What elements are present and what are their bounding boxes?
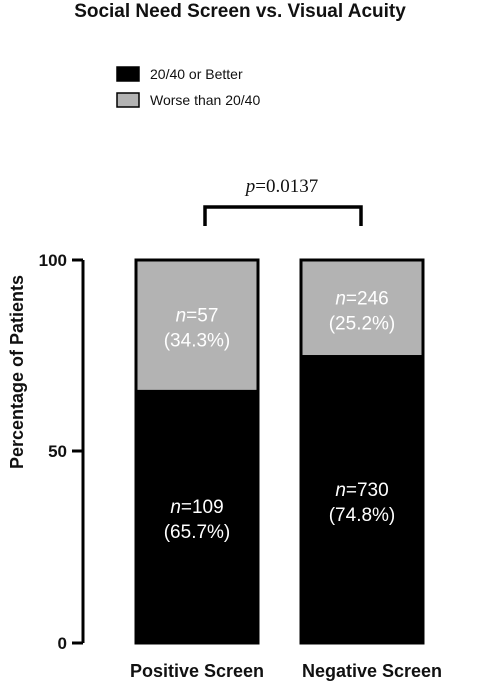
data-label-count: n=246 — [335, 288, 388, 309]
data-label-percent: (74.8%) — [329, 505, 396, 526]
p-value-label: p=0.0137 — [244, 176, 318, 197]
bar-positive-worse — [134, 258, 260, 393]
y-tick-label-50: 50 — [48, 442, 67, 461]
bar-negative-worse — [299, 258, 425, 359]
y-tick-label-0: 0 — [58, 634, 67, 653]
y-tick-label-100: 100 — [39, 251, 67, 270]
data-label-percent: (34.3%) — [164, 331, 231, 352]
x-category-positive: Positive Screen — [130, 661, 264, 681]
data-label-count: n=730 — [335, 480, 388, 501]
x-category-negative: Negative Screen — [302, 661, 442, 681]
legend: 20/40 or Better Worse than 20/40 — [116, 66, 260, 108]
legend-swatch-better — [116, 66, 140, 82]
data-label-count: n=109 — [170, 497, 223, 518]
y-axis: 100 50 0 Percentage of Patients — [7, 251, 85, 653]
bars — [134, 258, 425, 645]
bar-positive-better — [134, 389, 260, 645]
legend-label-worse: Worse than 20/40 — [150, 92, 260, 108]
legend-label-better: 20/40 or Better — [150, 66, 243, 82]
data-label-count: n=57 — [176, 306, 219, 327]
significance-bracket — [203, 205, 363, 226]
x-axis: Positive Screen Negative Screen — [130, 661, 442, 681]
chart-title: Social Need Screen vs. Visual Acuity — [74, 1, 406, 22]
significance-annotation: p=0.0137 — [203, 176, 363, 226]
data-label-percent: (65.7%) — [164, 522, 231, 543]
legend-swatch-worse — [116, 92, 140, 108]
data-labels: n=109 (65.7%) n=57 (34.3%) n=730 (74.8%) n=246… — [164, 288, 396, 543]
data-label-percent: (25.2%) — [329, 313, 396, 334]
y-axis-label: Percentage of Patients — [7, 275, 27, 469]
